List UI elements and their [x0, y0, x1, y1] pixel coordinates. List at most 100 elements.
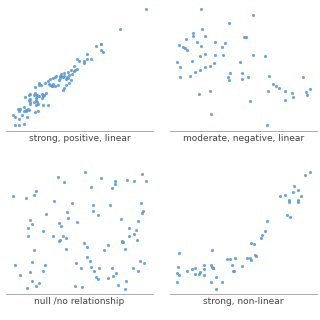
Point — [24, 285, 29, 290]
Point — [64, 83, 69, 88]
Point — [126, 226, 132, 231]
Point — [201, 262, 206, 268]
Point — [66, 216, 71, 221]
Point — [227, 256, 232, 261]
Point — [21, 122, 27, 127]
Point — [26, 108, 31, 113]
Point — [246, 75, 251, 80]
Point — [90, 208, 95, 213]
Point — [23, 196, 28, 201]
Point — [29, 260, 35, 265]
Point — [89, 185, 94, 190]
Point — [18, 107, 23, 112]
Point — [40, 92, 45, 97]
Point — [253, 252, 258, 257]
Point — [198, 6, 204, 12]
Point — [71, 63, 76, 68]
Point — [74, 219, 79, 224]
Point — [41, 228, 46, 233]
Point — [58, 72, 63, 77]
Point — [23, 107, 28, 112]
Point — [21, 108, 26, 113]
Point — [21, 104, 26, 109]
Point — [229, 262, 234, 267]
Point — [258, 236, 263, 241]
Point — [194, 40, 199, 45]
Point — [19, 112, 24, 117]
Point — [277, 193, 283, 198]
Point — [95, 276, 100, 282]
Point — [28, 96, 33, 101]
Point — [115, 282, 120, 287]
Point — [84, 255, 89, 260]
Point — [213, 286, 218, 291]
Point — [33, 96, 38, 101]
Point — [131, 266, 136, 271]
Point — [192, 265, 197, 270]
Point — [33, 109, 38, 115]
Point — [56, 220, 61, 226]
Point — [96, 212, 101, 218]
Point — [202, 64, 207, 69]
Point — [282, 97, 287, 102]
Point — [61, 85, 66, 91]
Point — [120, 240, 125, 245]
Point — [55, 83, 60, 88]
Point — [210, 264, 215, 269]
Point — [56, 77, 61, 83]
Point — [48, 76, 53, 81]
Point — [286, 200, 292, 205]
Point — [16, 109, 21, 114]
Point — [55, 174, 60, 179]
Point — [12, 123, 17, 128]
Point — [25, 106, 30, 111]
Point — [50, 84, 55, 89]
Point — [144, 178, 149, 183]
Point — [34, 93, 39, 98]
Point — [210, 248, 215, 253]
Point — [35, 99, 40, 104]
Point — [28, 101, 33, 106]
Point — [39, 83, 44, 88]
Point — [135, 219, 140, 224]
Point — [33, 97, 38, 102]
Point — [210, 265, 215, 270]
Point — [74, 56, 79, 61]
Point — [250, 52, 255, 58]
Point — [11, 193, 16, 198]
Point — [197, 67, 202, 72]
Point — [37, 83, 42, 88]
Point — [192, 272, 197, 277]
Point — [120, 240, 125, 245]
Point — [303, 172, 308, 177]
Point — [207, 63, 212, 68]
Point — [203, 51, 208, 56]
Point — [180, 44, 186, 50]
Point — [295, 200, 300, 205]
Point — [185, 269, 190, 274]
Point — [252, 241, 257, 246]
Point — [50, 234, 55, 239]
Point — [43, 262, 48, 267]
Point — [231, 268, 236, 273]
Point — [184, 36, 189, 41]
Point — [111, 273, 116, 278]
Point — [211, 266, 216, 271]
Point — [207, 89, 212, 94]
Point — [57, 73, 62, 78]
Point — [285, 213, 290, 218]
X-axis label: strong, non-linear: strong, non-linear — [203, 297, 284, 306]
Point — [264, 123, 269, 128]
Point — [33, 103, 38, 108]
Point — [32, 85, 37, 90]
Point — [83, 170, 88, 175]
Point — [304, 92, 309, 97]
Point — [96, 266, 101, 271]
Point — [131, 231, 136, 236]
Point — [189, 267, 194, 272]
Point — [36, 101, 41, 106]
Point — [35, 109, 40, 114]
Point — [227, 70, 232, 76]
Point — [75, 67, 80, 72]
Point — [212, 52, 218, 58]
